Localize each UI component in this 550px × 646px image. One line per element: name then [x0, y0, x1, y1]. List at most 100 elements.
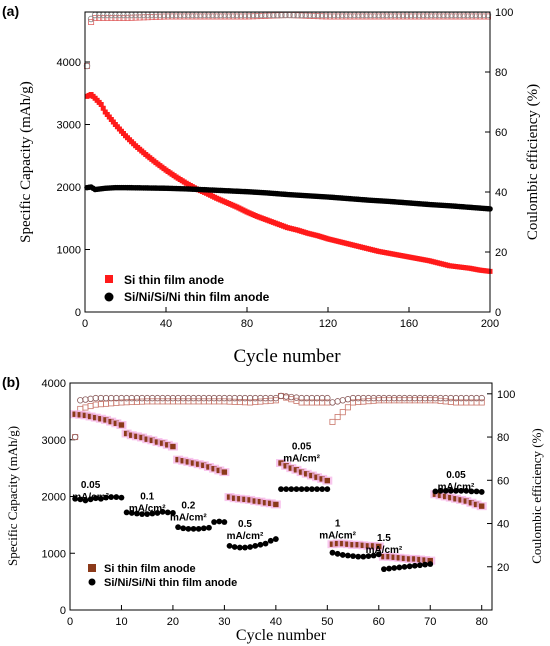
- ce-multi-point: [421, 394, 429, 402]
- si-capacity-point: [139, 434, 145, 441]
- multi-capacity-point: [82, 497, 89, 504]
- multi-capacity-point: [180, 525, 187, 532]
- si-capacity-point: [334, 540, 341, 547]
- si-capacity-point: [123, 430, 130, 437]
- si-capacity-point: [165, 442, 171, 448]
- multi-capacity-point: [375, 551, 382, 558]
- multi-capacity-point: [262, 540, 269, 547]
- si-capacity-point: [314, 474, 320, 480]
- multi-capacity-point: [422, 561, 428, 568]
- multi-capacity-point: [360, 553, 367, 560]
- y-right-tick-label: 40: [495, 187, 507, 199]
- multi-capacity-point: [442, 487, 449, 494]
- si-capacity-point: [396, 555, 403, 561]
- ce-multi-point: [365, 394, 372, 402]
- ce-multi-point: [210, 394, 218, 402]
- panel-b-multi-series: [72, 486, 485, 573]
- multi-capacity-point: [123, 509, 130, 516]
- ce-multi-point: [457, 394, 465, 402]
- panel-a-ylabel: Specific Capacity (mAh/g): [18, 81, 34, 243]
- ce-si-point: [92, 14, 99, 21]
- multi-capacity-point: [231, 544, 238, 550]
- si-capacity-point: [427, 557, 433, 564]
- si-capacity-point: [100, 105, 106, 111]
- si-capacity-point: [113, 420, 120, 426]
- multi-capacity-point: [447, 487, 454, 494]
- si-capacity-point: [129, 432, 135, 438]
- ce-si-point: [442, 398, 449, 405]
- panel-b-si-series: [70, 410, 487, 565]
- multi-capacity-point: [396, 564, 403, 571]
- multi-capacity-point: [252, 542, 259, 549]
- ce-multi-point: [216, 394, 223, 402]
- ce-si-point: [339, 409, 346, 416]
- y-right-tick-label: 60: [497, 475, 509, 487]
- si-capacity-point: [175, 456, 181, 463]
- y-tick-label: 4000: [57, 57, 81, 69]
- ce-multi-point: [370, 394, 377, 402]
- ce-si-point: [112, 14, 119, 21]
- multi-capacity-point: [345, 552, 351, 559]
- si-capacity-point: [216, 467, 222, 474]
- ce-multi-point: [113, 394, 120, 402]
- multi-capacity-point: [278, 486, 284, 493]
- ce-si-point: [116, 14, 123, 21]
- x-tick-label: 80: [241, 318, 253, 330]
- ce-si-point: [272, 397, 279, 404]
- multi-capacity-point: [437, 487, 444, 494]
- ce-si-point: [103, 400, 110, 407]
- panel-a-xlabel: Cycle number: [233, 346, 341, 367]
- si-capacity-point: [77, 412, 83, 418]
- si-capacity-point: [329, 541, 336, 547]
- multi-capacity-point: [386, 565, 392, 572]
- si-capacity-point: [190, 460, 197, 466]
- si-capacity-point: [247, 497, 253, 503]
- si-capacity-point: [391, 554, 397, 560]
- x-tick-label: 160: [400, 318, 418, 330]
- multi-capacity-point: [478, 489, 485, 495]
- ce-multi-point: [83, 62, 91, 70]
- x-tick-label: 20: [167, 616, 179, 628]
- panel-b: (b) 0 10 20 30 40 50 60 70 80 0 1000 2000 3000 4000 20…: [2, 374, 544, 644]
- y-tick-label: 0: [60, 605, 66, 617]
- ce-si-point: [144, 398, 151, 405]
- panel-a-si-series: [84, 92, 493, 274]
- ce-multi-point: [442, 394, 449, 402]
- y-right-tick-label: 100: [497, 389, 515, 401]
- ce-si-point: [82, 404, 89, 411]
- si-capacity-point: [82, 412, 89, 419]
- y-right-tick-label: 20: [495, 247, 507, 259]
- y-tick-label: 3000: [42, 435, 66, 447]
- x-tick-label: 120: [319, 318, 337, 330]
- si-capacity-point: [144, 436, 150, 442]
- ce-multi-point: [221, 394, 228, 402]
- multi-capacity-point: [128, 510, 135, 516]
- si-capacity-point: [340, 540, 346, 547]
- multi-capacity-point: [324, 486, 331, 493]
- ce-si-point: [148, 14, 155, 21]
- ce-si-point: [97, 401, 104, 408]
- ce-multi-point: [241, 394, 249, 402]
- y-tick-label: 3000: [57, 120, 81, 132]
- ce-multi-point: [154, 394, 161, 402]
- current-density-label: 0.1: [140, 491, 154, 502]
- si-capacity-point: [412, 556, 418, 562]
- ce-multi-point: [107, 394, 115, 402]
- y-tick-label: 1000: [57, 245, 81, 257]
- ce-multi-point: [463, 394, 470, 402]
- ce-si-point: [149, 398, 156, 405]
- si-capacity-point: [134, 433, 140, 440]
- si-capacity-point: [386, 553, 392, 560]
- panel-a-legend-multi-label: Si/Ni/Si/Ni thin film anode: [124, 290, 270, 304]
- ce-si-point: [108, 14, 115, 21]
- ce-multi-point: [406, 394, 413, 402]
- panel-a-legend-si-marker: [105, 275, 113, 283]
- multi-capacity-point: [355, 553, 362, 560]
- si-capacity-point: [262, 500, 269, 506]
- ce-multi-point: [468, 394, 475, 402]
- multi-capacity-point: [381, 566, 387, 573]
- panel-a-ylabel-right: Coulombic efficiency (%): [525, 84, 541, 240]
- si-capacity-point: [257, 498, 264, 505]
- si-capacity-point: [376, 543, 382, 550]
- ce-multi-point: [318, 394, 326, 402]
